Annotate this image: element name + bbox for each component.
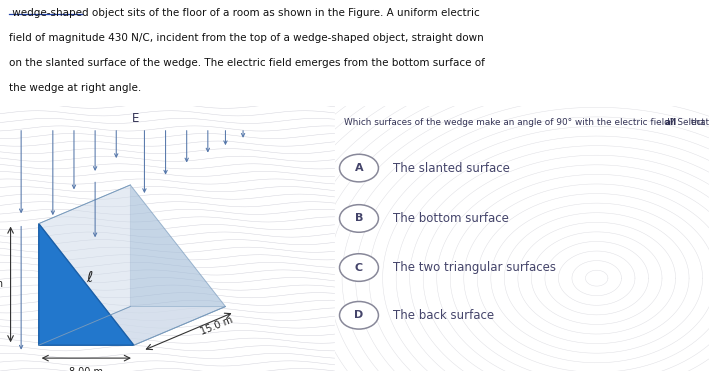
- Circle shape: [340, 302, 379, 329]
- Polygon shape: [130, 185, 225, 306]
- Text: the wedge at right angle.: the wedge at right angle.: [9, 83, 141, 93]
- Text: A: A: [354, 163, 363, 173]
- Text: wedge-shaped object sits of the floor of a room as shown in the Figure. A unifor: wedge-shaped object sits of the floor of…: [9, 9, 479, 19]
- Text: D: D: [354, 310, 364, 320]
- Text: The two triangular surfaces: The two triangular surfaces: [393, 261, 556, 274]
- Text: The slanted surface: The slanted surface: [393, 162, 510, 175]
- Circle shape: [340, 254, 379, 281]
- Text: Which surfaces of the wedge make an angle of 90° with the electric field? Select: Which surfaces of the wedge make an angl…: [344, 118, 708, 127]
- Text: 8.00 m: 8.00 m: [69, 367, 104, 371]
- Text: on the slanted surface of the wedge. The electric field emerges from the bottom : on the slanted surface of the wedge. The…: [9, 58, 484, 68]
- Text: all: all: [665, 118, 677, 127]
- Text: C: C: [355, 263, 363, 273]
- Text: The bottom surface: The bottom surface: [393, 212, 508, 225]
- Text: B: B: [354, 213, 363, 223]
- Text: E: E: [132, 112, 139, 125]
- Text: that apply.: that apply.: [688, 118, 709, 127]
- Polygon shape: [39, 306, 225, 345]
- Circle shape: [340, 154, 379, 182]
- Polygon shape: [39, 224, 134, 345]
- Text: ℓ: ℓ: [86, 270, 93, 285]
- Circle shape: [340, 205, 379, 232]
- Polygon shape: [39, 185, 225, 345]
- Text: 15.0 m: 15.0 m: [199, 315, 235, 337]
- Text: The back surface: The back surface: [393, 309, 493, 322]
- Text: field of magnitude 430 N/C, incident from the top of a wedge-shaped object, stra: field of magnitude 430 N/C, incident fro…: [9, 33, 484, 43]
- Text: 6.00 m: 6.00 m: [0, 279, 3, 289]
